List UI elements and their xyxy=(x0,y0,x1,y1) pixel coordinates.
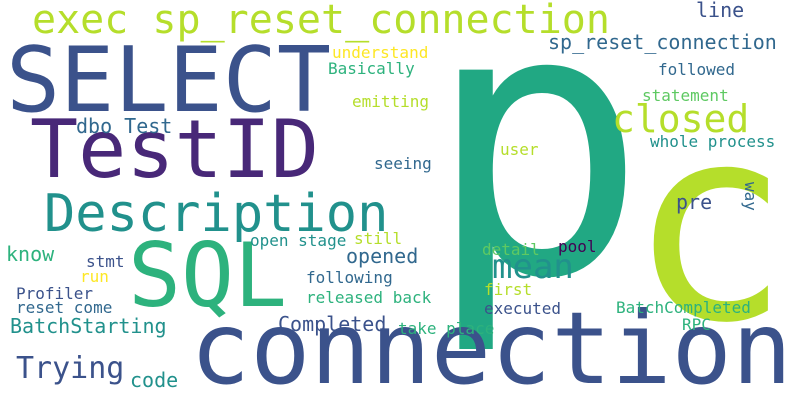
cloud-word-description: Description xyxy=(44,184,389,244)
cloud-word-batchstarting: BatchStarting xyxy=(10,314,167,338)
cloud-word-pool: pool xyxy=(558,237,597,256)
cloud-word-first: first xyxy=(484,280,533,299)
cloud-word-whole-process: whole process xyxy=(650,132,776,151)
cloud-word-completed: Completed xyxy=(278,312,387,336)
cloud-word-still: still xyxy=(354,229,403,248)
cloud-word-run: run xyxy=(80,267,109,286)
cloud-word-reset-come: reset come xyxy=(16,298,113,317)
cloud-word-stmt: stmt xyxy=(86,252,125,271)
cloud-word-closed: closed xyxy=(612,97,750,141)
cloud-word-released-back: released back xyxy=(306,288,432,307)
cloud-word-trying: Trying xyxy=(16,351,125,386)
cloud-word-batchcompleted: BatchCompleted xyxy=(616,298,751,317)
cloud-word-take-place: take place xyxy=(398,319,495,338)
cloud-word-emitting: emitting xyxy=(352,92,430,111)
cloud-word-c: c xyxy=(628,67,791,382)
cloud-word-basically: Basically xyxy=(328,59,415,78)
cloud-word-know: know xyxy=(6,242,55,266)
cloud-word-detail: detail xyxy=(482,240,540,259)
cloud-word-p: p xyxy=(425,0,648,360)
cloud-word-seeing: seeing xyxy=(374,154,432,173)
cloud-word-select: SELECT xyxy=(6,28,332,133)
cloud-word-open-stage: open stage xyxy=(250,231,347,250)
cloud-word-following: following xyxy=(306,268,393,287)
cloud-word-opened: opened xyxy=(346,244,419,268)
cloud-word-executed: executed xyxy=(484,299,562,318)
cloud-word-rpc: RPC xyxy=(682,315,711,334)
cloud-word-line: line xyxy=(696,0,745,22)
cloud-word-testid: TestID xyxy=(30,103,319,196)
cloud-word-mean: mean xyxy=(492,247,574,287)
cloud-word-sp-reset-connection: sp_reset_connection xyxy=(548,30,777,54)
cloud-word-exec-sp-reset-connection: exec sp_reset_connection xyxy=(32,0,610,43)
cloud-word-pre: pre xyxy=(676,190,713,214)
cloud-word-user: user xyxy=(500,140,539,159)
cloud-word-dbo-test: dbo Test xyxy=(76,114,173,138)
cloud-word-understand: understand xyxy=(332,43,429,62)
cloud-word-way: way xyxy=(741,182,760,211)
cloud-word-connection: connection xyxy=(190,290,793,400)
cloud-word-followed: followed xyxy=(658,60,736,79)
cloud-word-sql: SQL xyxy=(128,224,287,327)
cloud-word-statement: statement xyxy=(642,86,729,105)
cloud-word-profiler: Profiler xyxy=(16,284,94,303)
cloud-word-code: code xyxy=(130,368,179,392)
